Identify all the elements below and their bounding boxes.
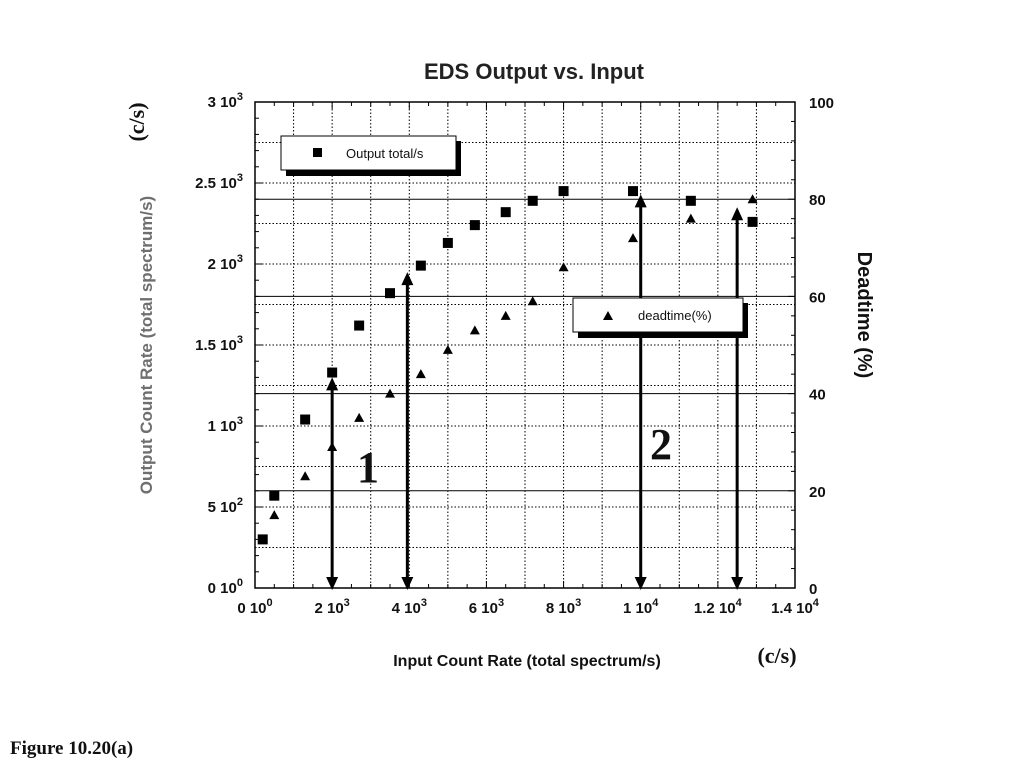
region-label-1: 1 <box>357 443 379 492</box>
y-tick-label: 5 102 <box>208 496 243 516</box>
x-tick-label: 8 103 <box>546 597 581 617</box>
y-tick-label: 3 103 <box>208 91 243 111</box>
output-point <box>442 237 453 248</box>
figure-label: Figure 10.20(a) <box>10 738 134 759</box>
y2-axis-label: Deadtime (%) <box>853 252 875 379</box>
output-point <box>628 186 638 197</box>
arrow-head-down <box>326 577 339 590</box>
output-point <box>354 320 365 331</box>
x-tick-label: 0 100 <box>237 597 272 617</box>
output-point <box>558 186 569 197</box>
deadtime-point <box>269 510 280 520</box>
y-tick-label: 1 103 <box>208 415 243 435</box>
y2-tick-label: 0 <box>809 581 817 598</box>
arrow-head-down <box>634 577 647 590</box>
legend-output: Output total/s <box>280 135 461 176</box>
x-tick-label: 1.2 104 <box>694 597 743 617</box>
x-unit-note: (c/s) <box>757 643 796 668</box>
deadtime-point <box>500 310 511 320</box>
y2-tick-label: 60 <box>809 289 826 306</box>
deadtime-point <box>747 194 758 204</box>
y2-tick-label: 20 <box>809 484 826 501</box>
region-arrows <box>326 194 744 590</box>
arrow-head-up <box>326 377 339 391</box>
legend-deadtime: deadtime(%) <box>572 297 748 338</box>
legend-square-icon <box>313 148 322 157</box>
deadtime-point <box>628 233 638 243</box>
deadtime-point <box>469 325 480 335</box>
output-point <box>500 207 511 218</box>
arrow-head-up <box>731 207 744 221</box>
y2-tick-label: 80 <box>809 192 826 209</box>
output-point <box>327 367 338 378</box>
deadtime-point <box>257 534 268 544</box>
region-label-2: 2 <box>650 420 672 469</box>
arrow-head-down <box>401 577 414 590</box>
legend-triangle-icon <box>603 311 613 320</box>
deadtime-point <box>385 388 395 398</box>
data-marks <box>257 186 758 545</box>
deadtime-point <box>527 296 538 306</box>
arrow-head-down <box>731 577 744 590</box>
output-point <box>385 288 395 299</box>
legend-output-label: Output total/s <box>346 146 424 161</box>
output-point <box>269 490 280 501</box>
output-point <box>415 260 426 271</box>
output-point <box>685 195 696 206</box>
chart-title: EDS Output vs. Input <box>424 59 645 84</box>
output-point <box>469 220 480 231</box>
grid-lines <box>255 102 795 588</box>
y-axis-label: Output Count Rate (total spectrum/s) <box>137 196 156 494</box>
deadtime-point <box>685 213 696 223</box>
axes: 0 100 2 103 4 103 6 103 8 103 1 104 1.2 104 1.4… <box>195 91 834 617</box>
output-point <box>527 195 538 206</box>
deadtime-point <box>558 262 569 272</box>
y-tick-label: 0 100 <box>208 577 243 597</box>
legend-deadtime-label: deadtime(%) <box>638 308 712 323</box>
y-tick-label: 2 103 <box>208 253 243 273</box>
y2-tick-label: 40 <box>809 387 826 404</box>
arrow-head-up <box>634 194 647 208</box>
deadtime-point <box>442 344 453 354</box>
output-point <box>747 216 758 227</box>
x-tick-label: 1.4 104 <box>771 597 820 617</box>
x-axis-label: Input Count Rate (total spectrum/s) <box>393 653 661 670</box>
deadtime-point <box>300 471 311 481</box>
x-tick-label: 1 104 <box>623 597 659 617</box>
deadtime-point <box>415 369 426 379</box>
y-tick-label: 1.5 103 <box>195 334 243 354</box>
output-point <box>300 414 311 425</box>
x-tick-label: 2 103 <box>314 597 349 617</box>
x-tick-label: 4 103 <box>392 597 427 617</box>
y-tick-label: 2.5 103 <box>195 172 243 192</box>
x-tick-label: 6 103 <box>469 597 504 617</box>
arrow-head-up <box>401 272 414 286</box>
y-unit-note: (c/s) <box>124 102 149 141</box>
deadtime-point <box>354 412 365 422</box>
y2-tick-label: 100 <box>809 95 834 112</box>
